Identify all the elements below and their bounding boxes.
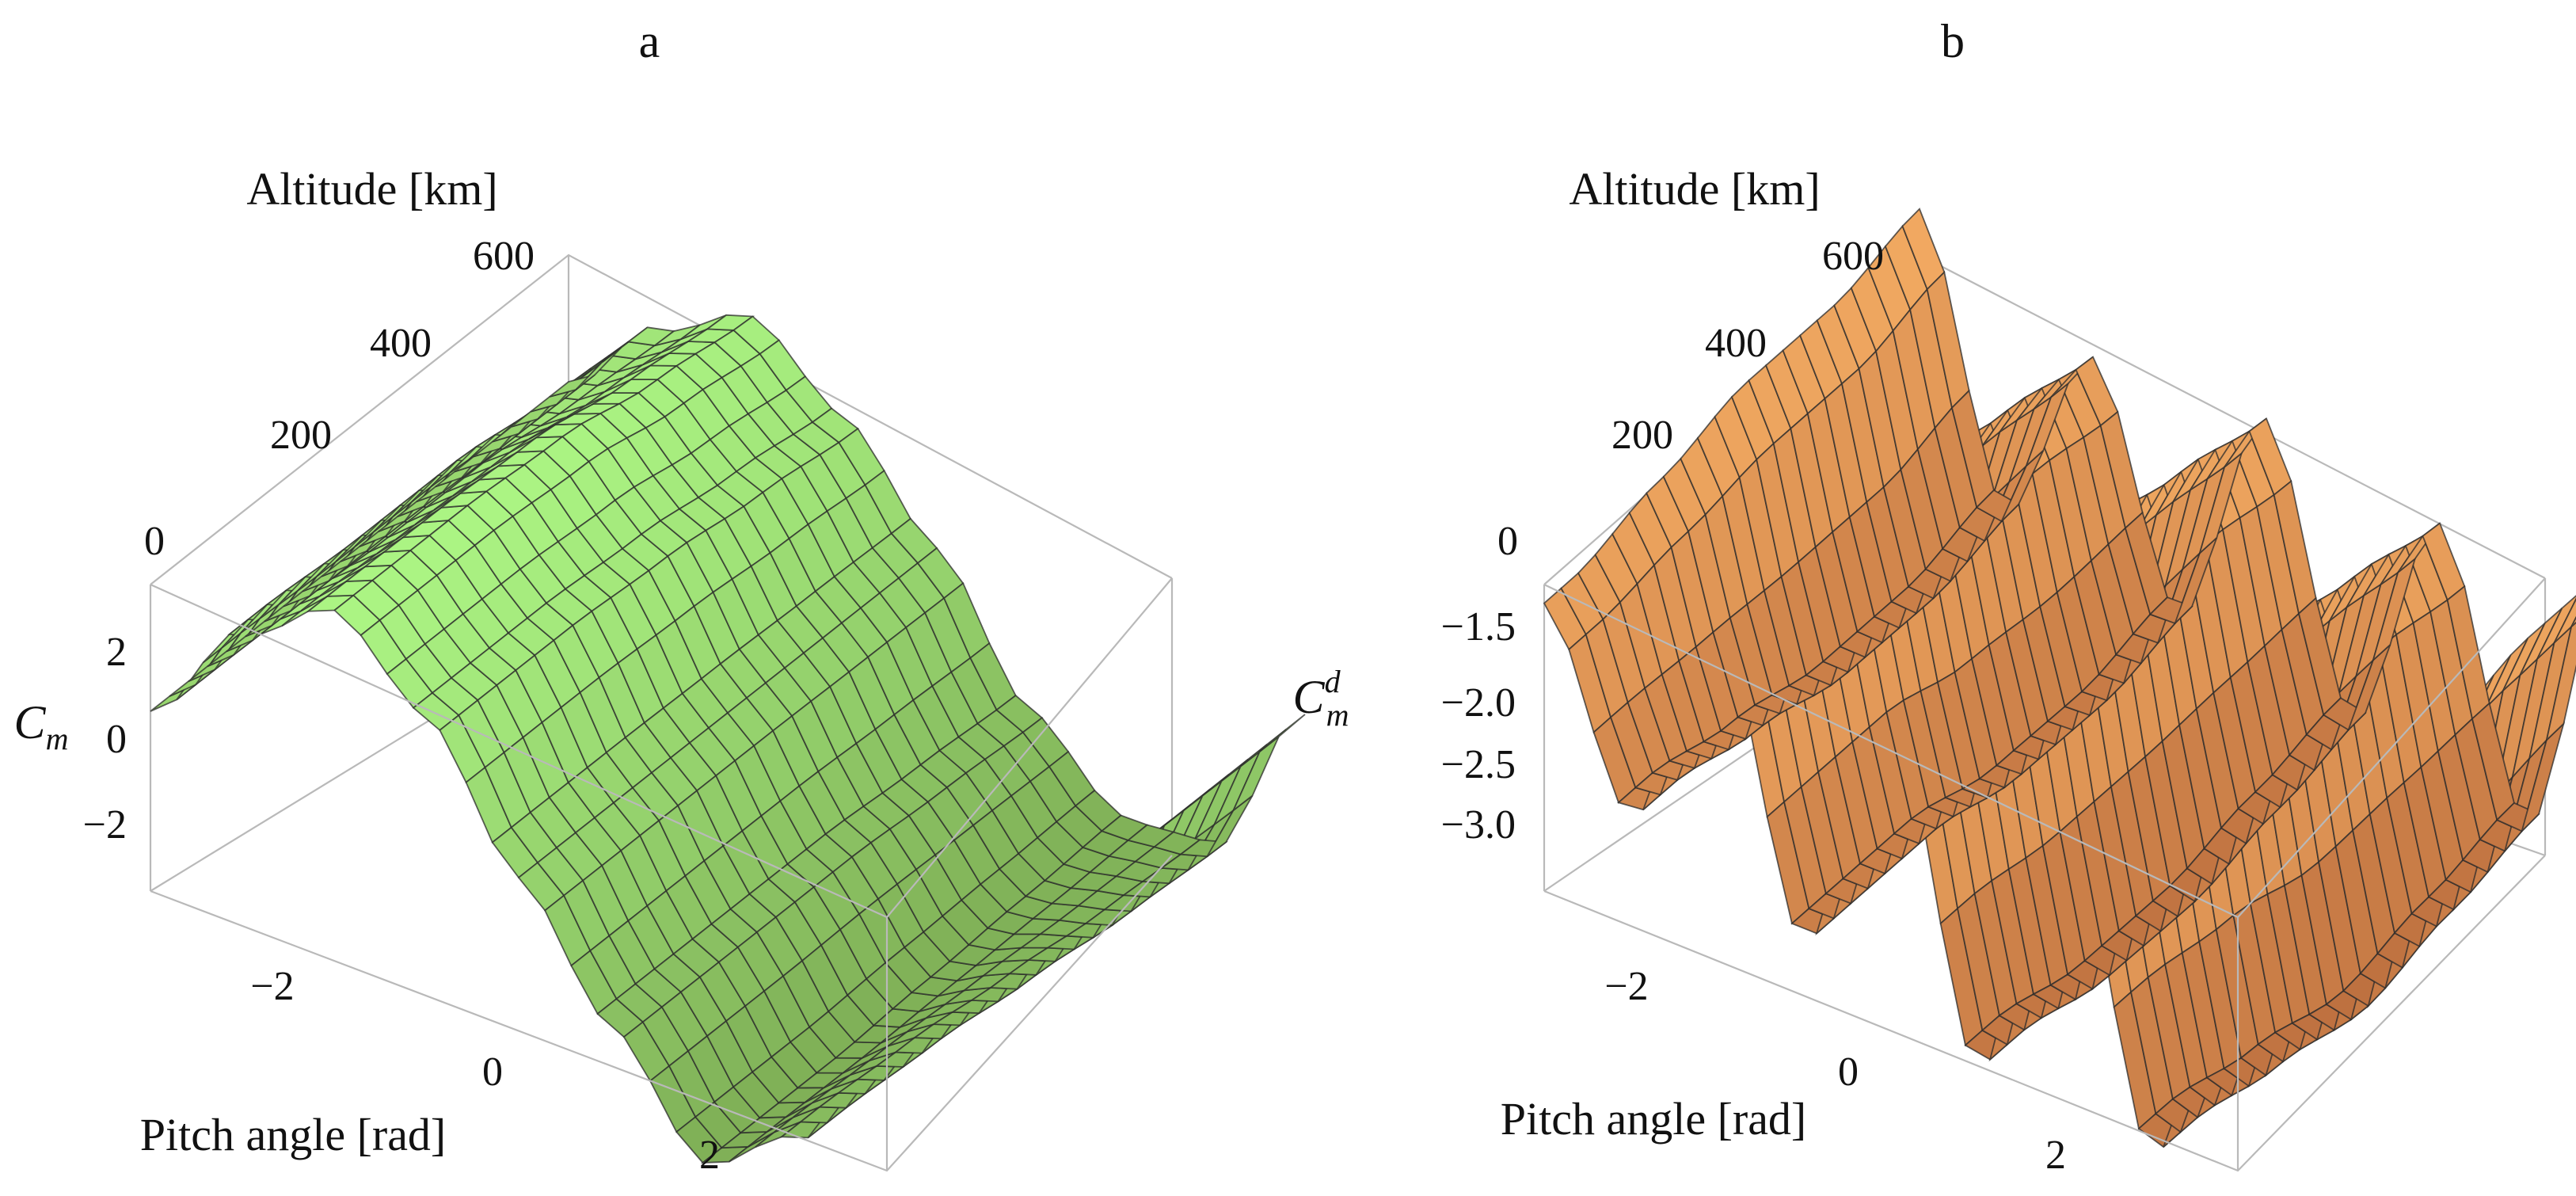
surface-facet [2570,615,2576,627]
panel-b-x-axis-label: Pitch angle [rad] [1501,1093,1807,1145]
panel-a-z-tick-pos2: 2 [106,630,127,675]
panel-a-z-tick-neg2: −2 [83,802,127,847]
surface-facet [2553,597,2576,644]
panel-a-x-tick-neg2: −2 [250,964,294,1009]
panel-b-label: b [1941,15,1965,67]
panel-a-y-tick-0: 0 [144,519,165,564]
panel-a: a Altitude [km] 0 200 400 600 2 0 −2 Cm … [14,15,1306,1178]
panel-b-y-tick-200: 200 [1611,413,1673,458]
panel-b-z-tick-neg3-0: −3.0 [1441,802,1516,847]
panel-b-x-tick-0: 0 [1838,1049,1859,1095]
panel-a-surface [150,314,1306,1164]
panel-b-y-axis-label: Altitude [km] [1569,163,1820,215]
panel-b-y-tick-0: 0 [1497,519,1518,564]
panel-b-front-box [1543,577,2546,1172]
panel-a-x-axis-label: Pitch angle [rad] [140,1109,447,1160]
panel-a-front-box [150,577,1173,1172]
panel-b-x-tick-2: 2 [2045,1133,2066,1178]
panel-a-z-axis-label: Cm [14,696,69,756]
panel-b-y-tick-400: 400 [1705,321,1767,366]
panel-a-y-tick-600: 600 [473,234,535,279]
panel-b-y-tick-600: 600 [1822,234,1884,279]
panel-a-z-tick-0: 0 [106,717,127,762]
panel-a-y-tick-400: 400 [370,321,432,366]
panel-b-x-tick-neg2: −2 [1604,964,1648,1009]
surface-facet [1259,714,1306,752]
panel-a-x-tick-0: 0 [482,1049,503,1095]
panel-b: b Altitude [km] 0 200 400 600 −1.5 −2.0 … [1293,15,2576,1178]
panel-b-z-axis-label: Cd m [1293,664,1349,733]
panel-b-z-tick-neg2-0: −2.0 [1441,680,1516,726]
panel-a-x-tick-2: 2 [699,1133,720,1178]
panel-a-y-axis-label: Altitude [km] [246,163,497,215]
panel-a-y-tick-200: 200 [270,413,332,458]
panel-b-surface [1543,208,2576,1148]
panel-a-label: a [639,15,660,67]
panel-b-z-tick-neg2-5: −2.5 [1441,742,1516,787]
panel-b-z-tick-neg1-5: −1.5 [1441,604,1516,649]
